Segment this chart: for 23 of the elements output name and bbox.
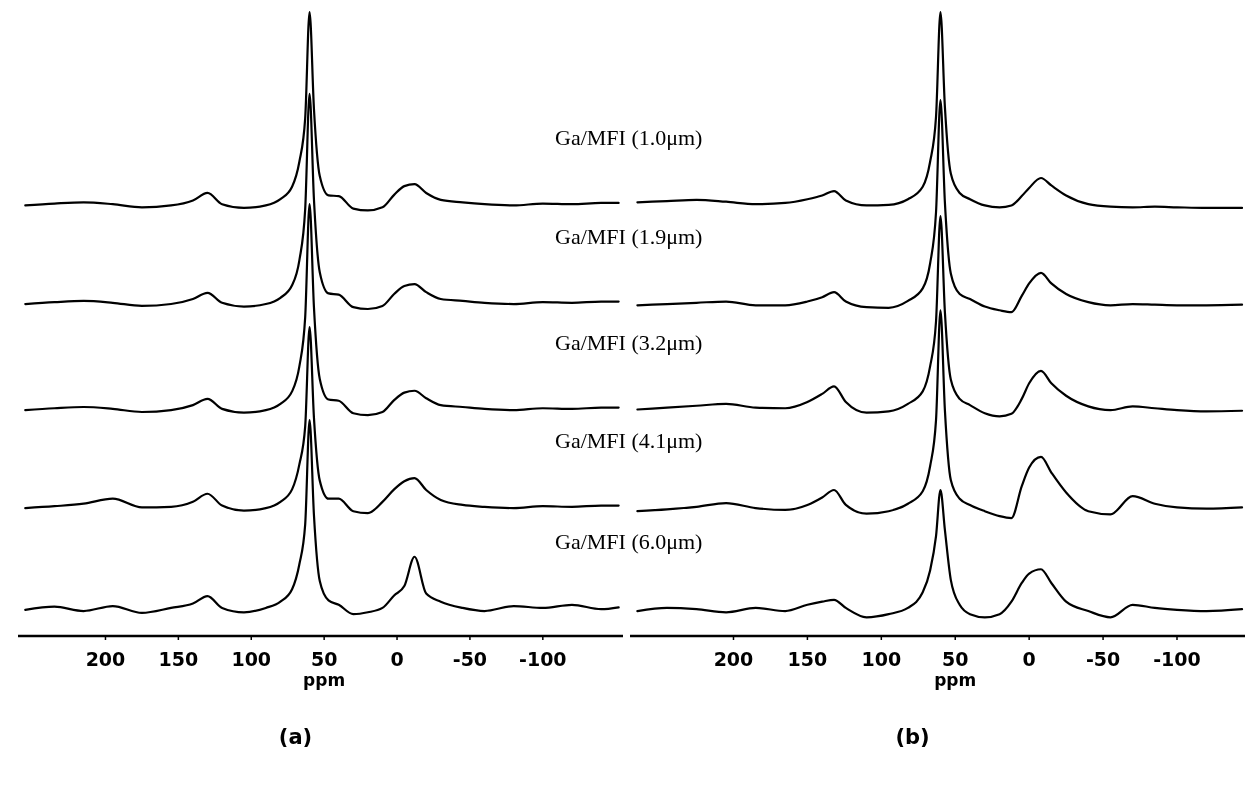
annotation: Ga/MFI (6.0μm) (555, 529, 703, 555)
annotation: Ga/MFI (1.0μm) (555, 124, 703, 150)
annotation: Ga/MFI (3.2μm) (555, 329, 703, 355)
x-tick-label: 0 (390, 648, 404, 670)
x-tick-label: 100 (861, 648, 902, 670)
annotation: Ga/MFI (1.9μm) (555, 223, 703, 249)
text: (a) (278, 725, 313, 749)
x-tick-label: -50 (452, 648, 488, 670)
x-axis-title: ppm (934, 670, 977, 690)
x-tick-label: 200 (85, 648, 126, 670)
x-tick-label: 0 (1022, 648, 1036, 670)
x-tick-label: 200 (713, 648, 754, 670)
x-tick-label: 50 (310, 648, 338, 670)
annotation: Ga/MFI (4.1μm) (555, 427, 703, 453)
x-tick-label: 50 (942, 648, 969, 670)
x-tick-label: 100 (231, 648, 272, 670)
x-tick-label: 150 (158, 648, 199, 670)
x-tick-label: -100 (1153, 648, 1201, 670)
text: (b) (895, 725, 930, 749)
x-axis-title: ppm (303, 670, 346, 690)
x-tick-label: -50 (1085, 648, 1121, 670)
x-tick-label: -100 (519, 648, 567, 670)
x-tick-label: 150 (787, 648, 828, 670)
